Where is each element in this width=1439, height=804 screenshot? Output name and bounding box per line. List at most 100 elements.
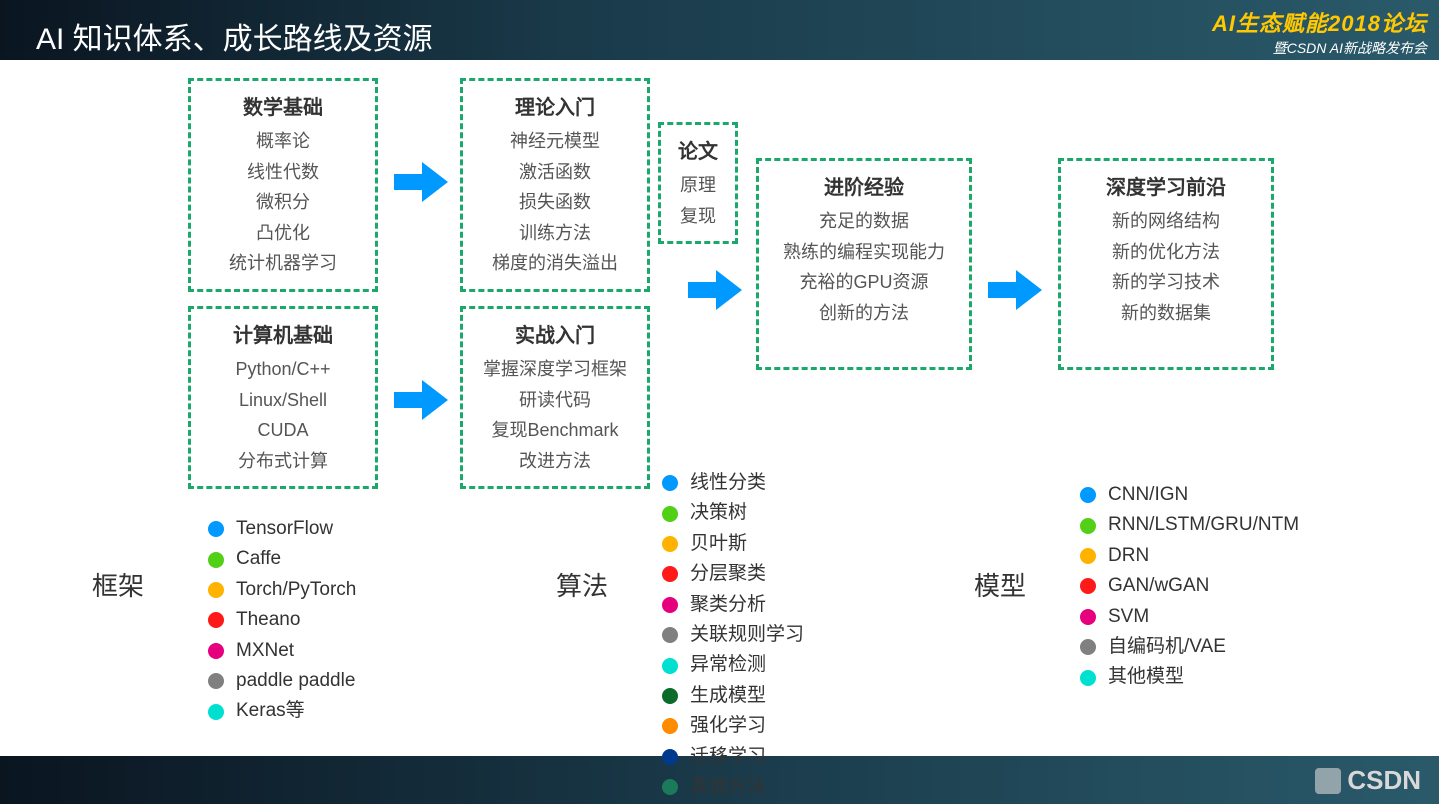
list-item-text: DRN (1108, 541, 1149, 571)
arrow-0 (392, 158, 450, 206)
box-practice: 实战入门掌握深度学习框架研读代码复现Benchmark改进方法 (460, 306, 650, 489)
list-item: 自编码机/VAE (1080, 632, 1299, 662)
bullet-dot (1080, 578, 1096, 594)
event-logo: AI生态赋能2018论坛 暨CSDN AI新战略发布会 (1212, 6, 1427, 58)
list-item: 异常检测 (662, 650, 804, 680)
list-item: 决策树 (662, 498, 804, 528)
list-item-text: Torch/PyTorch (236, 575, 356, 605)
box-item: 神经元模型 (471, 126, 639, 157)
bullet-list-model: CNN/IGNRNN/LSTM/GRU/NTMDRNGAN/wGANSVM自编码… (1080, 480, 1299, 693)
bullet-dot (208, 643, 224, 659)
section-label-model: 模型 (974, 566, 1026, 603)
box-item: 微积分 (199, 187, 367, 218)
box-item: 充足的数据 (767, 206, 961, 237)
box-item: 激活函数 (471, 157, 639, 188)
bullet-dot (1080, 548, 1096, 564)
list-item: Keras等 (208, 696, 356, 726)
box-paper: 论文原理复现 (658, 122, 738, 244)
bullet-dot (208, 673, 224, 689)
bullet-dot (662, 749, 678, 765)
bullet-dot (1080, 670, 1096, 686)
bullet-list-framework: TensorFlowCaffeTorch/PyTorchTheanoMXNetp… (208, 514, 356, 727)
list-item: Theano (208, 605, 356, 635)
bullet-dot (1080, 639, 1096, 655)
list-item-text: 分层聚类 (690, 559, 766, 589)
list-item: DRN (1080, 541, 1299, 571)
box-item: 复现Benchmark (471, 415, 639, 446)
page-title: AI 知识体系、成长路线及资源 (36, 14, 433, 58)
box-item: 复现 (669, 201, 727, 232)
box-item: 熟练的编程实现能力 (767, 237, 961, 268)
list-item: 贝叶斯 (662, 529, 804, 559)
box-item: Python/C++ (199, 354, 367, 385)
list-item: MXNet (208, 636, 356, 666)
box-title: 论文 (669, 135, 727, 164)
bullet-dot (662, 718, 678, 734)
list-item: RNN/LSTM/GRU/NTM (1080, 510, 1299, 540)
box-item: 新的优化方法 (1069, 237, 1263, 268)
logo-line2: 暨CSDN AI新战略发布会 (1212, 38, 1427, 58)
list-item: 其他模型 (1080, 662, 1299, 692)
list-item: 迁移学习 (662, 742, 804, 772)
list-item-text: 生成模型 (690, 681, 766, 711)
list-item-text: GAN/wGAN (1108, 571, 1209, 601)
wechat-icon (1315, 768, 1341, 794)
list-item-text: 迁移学习 (690, 742, 766, 772)
bullet-dot (208, 521, 224, 537)
list-item-text: TensorFlow (236, 514, 333, 544)
bullet-dot (662, 779, 678, 795)
bullet-dot (662, 506, 678, 522)
logo-line1: AI生态赋能2018论坛 (1212, 6, 1427, 38)
list-item-text: MXNet (236, 636, 294, 666)
list-item: GAN/wGAN (1080, 571, 1299, 601)
box-theory: 理论入门神经元模型激活函数损失函数训练方法梯度的消失溢出 (460, 78, 650, 292)
bullet-dot (662, 597, 678, 613)
box-cs: 计算机基础 Python/C++Linux/ShellCUDA分布式计算 (188, 306, 378, 489)
box-item: 新的学习技术 (1069, 267, 1263, 298)
section-label-framework: 框架 (92, 566, 144, 603)
box-item: 分布式计算 (199, 446, 367, 477)
bullet-dot (662, 475, 678, 491)
list-item-text: 其他模型 (1108, 662, 1184, 692)
list-item-text: 线性分类 (690, 468, 766, 498)
list-item: paddle paddle (208, 666, 356, 696)
box-item: 梯度的消失溢出 (471, 248, 639, 279)
list-item-text: 聚类分析 (690, 590, 766, 620)
bullet-dot (208, 704, 224, 720)
list-item-text: Keras等 (236, 696, 305, 726)
arrow-3 (986, 266, 1044, 314)
box-item: 研读代码 (471, 385, 639, 416)
list-item-text: Theano (236, 605, 300, 635)
csdn-watermark: CSDN (1315, 765, 1421, 796)
bullet-list-algorithm: 线性分类决策树贝叶斯分层聚类聚类分析关联规则学习异常检测生成模型强化学习迁移学习… (662, 468, 804, 802)
list-item-text: 决策树 (690, 498, 747, 528)
list-item-text: paddle paddle (236, 666, 355, 696)
box-title: 理论入门 (471, 91, 639, 120)
arrow-2 (686, 266, 744, 314)
box-title: 数学基础 (199, 91, 367, 120)
list-item-text: 其他方法 (690, 772, 766, 802)
bullet-dot (1080, 609, 1096, 625)
bullet-dot (1080, 518, 1096, 534)
box-frontier: 深度学习前沿新的网络结构新的优化方法新的学习技术新的数据集 (1058, 158, 1274, 370)
box-item: 统计机器学习 (199, 248, 367, 279)
list-item-text: CNN/IGN (1108, 480, 1188, 510)
box-item: 原理 (669, 170, 727, 201)
box-title: 实战入门 (471, 319, 639, 348)
bullet-dot (662, 536, 678, 552)
bullet-dot (662, 566, 678, 582)
box-advance: 进阶经验充足的数据熟练的编程实现能力充裕的GPU资源创新的方法 (756, 158, 972, 370)
box-item: Linux/Shell (199, 385, 367, 416)
box-item: CUDA (199, 415, 367, 446)
bullet-dot (1080, 487, 1096, 503)
list-item-text: 强化学习 (690, 711, 766, 741)
box-item: 新的网络结构 (1069, 206, 1263, 237)
box-title: 计算机基础 (199, 319, 367, 348)
bullet-dot (662, 658, 678, 674)
box-item: 创新的方法 (767, 298, 961, 329)
list-item-text: 关联规则学习 (690, 620, 804, 650)
list-item: SVM (1080, 602, 1299, 632)
list-item: 生成模型 (662, 681, 804, 711)
list-item-text: 异常检测 (690, 650, 766, 680)
list-item: 聚类分析 (662, 590, 804, 620)
